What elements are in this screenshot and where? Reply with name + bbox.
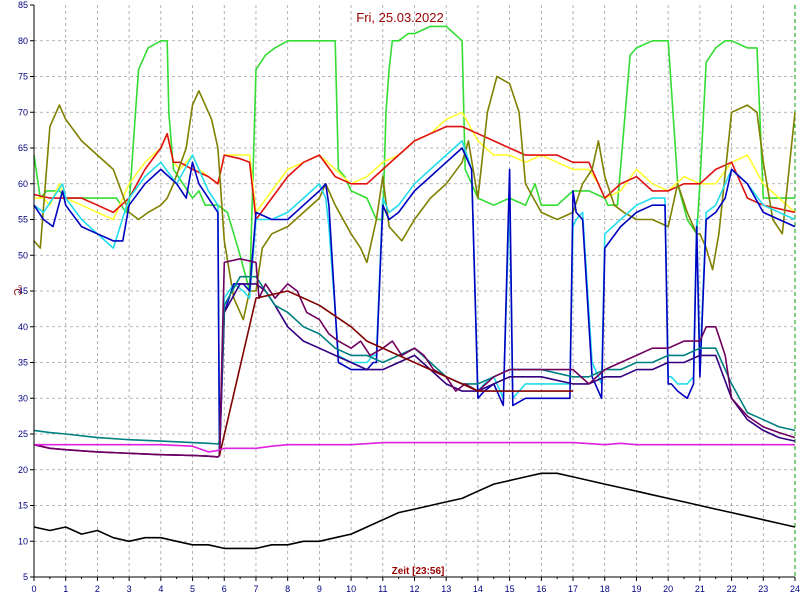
tick-layer: 0 1 2 3 4 5 6 7 8 9 10 11 12 13 14 15 16 17 18 19 20 21 22 23 24… [18, 0, 800, 594]
y-tick-label: 50 [18, 250, 28, 260]
grid-layer [34, 5, 796, 577]
y-tick-label: 60 [18, 179, 28, 189]
series-line-6 [33, 147, 796, 457]
x-tick-label: 22 [727, 584, 737, 594]
x-tick-label: 9 [317, 584, 322, 594]
series-layer [33, 25, 796, 550]
y-tick-label: 40 [18, 322, 28, 332]
x-tick-label: 5 [190, 584, 195, 594]
x-tick-label: 21 [695, 584, 705, 594]
x-tick-label: 14 [473, 584, 483, 594]
y-tick-label: 25 [18, 429, 28, 439]
series-line-11 [34, 441, 795, 453]
x-tick-label: 4 [158, 584, 163, 594]
y-tick-label: 70 [18, 107, 28, 117]
x-tick-label: 24 [790, 584, 800, 594]
x-tick-label: 7 [253, 584, 258, 594]
series-line-5 [33, 140, 796, 457]
x-axis-label: Zeit [23:56] [392, 566, 445, 577]
y-tick-label: 10 [18, 536, 28, 546]
x-tick-label: 8 [285, 584, 290, 594]
x-tick-label: 1 [63, 584, 68, 594]
x-tick-label: 12 [409, 584, 419, 594]
y-tick-label: 35 [18, 358, 28, 368]
y-tick-label: 80 [18, 36, 28, 46]
series-line-2 [34, 111, 796, 221]
x-tick-label: 0 [31, 584, 36, 594]
x-tick-label: 15 [505, 584, 515, 594]
x-tick-label: 3 [127, 584, 132, 594]
x-tick-label: 2 [95, 584, 100, 594]
y-tick-label: 15 [18, 501, 28, 511]
y-tick-label: 75 [18, 72, 28, 82]
x-tick-label: 23 [758, 584, 768, 594]
y-tick-label: 45 [18, 286, 28, 296]
x-tick-label: 16 [536, 584, 546, 594]
y-tick-label: 5 [23, 572, 28, 582]
y-tick-label: 55 [18, 215, 28, 225]
y-tick-label: 20 [18, 465, 28, 475]
series-line-10 [218, 290, 573, 456]
y-tick-label: 65 [18, 143, 28, 153]
y-tick-label: 30 [18, 393, 28, 403]
chart-title: Fri, 25.03.2022 [356, 10, 443, 25]
x-tick-label: 13 [441, 584, 451, 594]
y-axis-label: °C [11, 284, 22, 295]
x-tick-label: 10 [346, 584, 356, 594]
x-tick-label: 19 [631, 584, 641, 594]
x-tick-label: 11 [378, 584, 387, 594]
series-line-3 [33, 125, 796, 221]
series-line-4 [33, 75, 796, 321]
series-line-1 [33, 25, 795, 292]
x-tick-label: 20 [663, 584, 673, 594]
series-line-12 [33, 472, 796, 550]
x-tick-label: 18 [600, 584, 610, 594]
y-tick-label: 85 [18, 0, 28, 10]
x-tick-label: 6 [222, 584, 227, 594]
x-tick-label: 17 [568, 584, 578, 594]
